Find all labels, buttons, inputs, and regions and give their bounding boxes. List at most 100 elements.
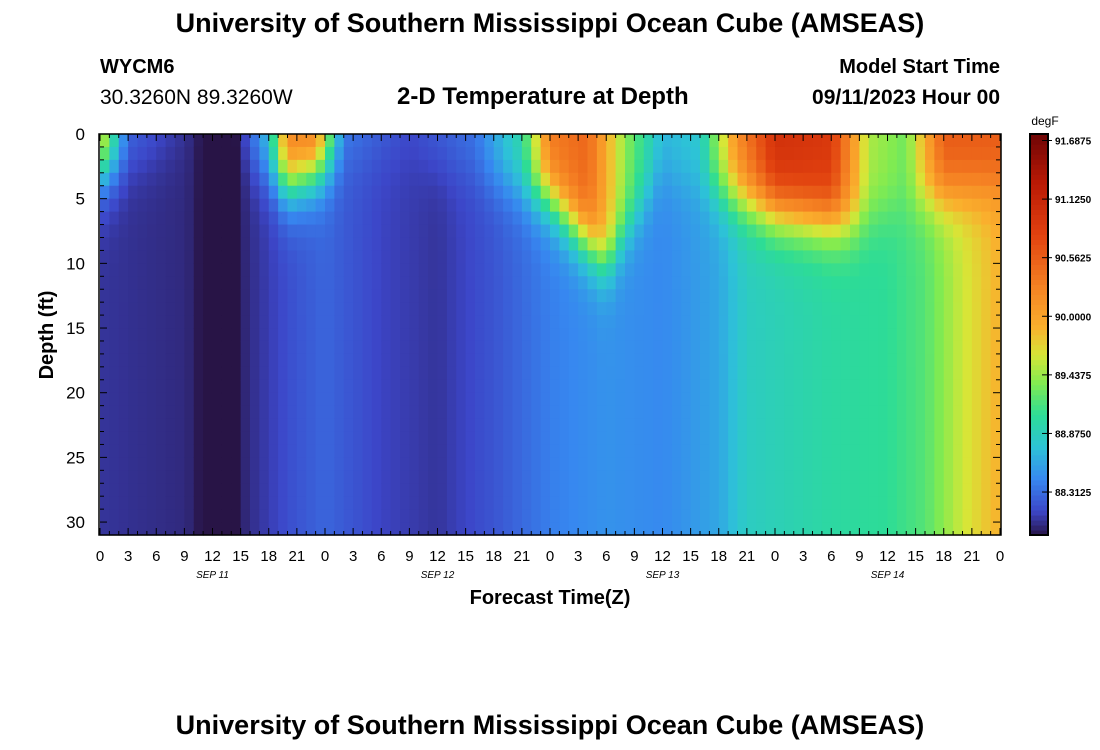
heatmap-cell (634, 211, 645, 226)
heatmap-cell (596, 185, 607, 200)
heatmap-cell (868, 315, 879, 329)
heatmap-cell (728, 457, 739, 471)
heatmap-cell (325, 509, 335, 523)
heatmap-cell (240, 198, 251, 213)
heatmap-cell (925, 237, 935, 252)
heatmap-cell (353, 198, 364, 213)
heatmap-cell (221, 276, 232, 290)
heatmap-cell (540, 328, 551, 342)
heatmap-cell (606, 172, 617, 187)
heatmap-cell (437, 340, 448, 355)
heatmap-cell (353, 418, 364, 433)
heatmap-cell (943, 328, 954, 342)
heatmap-cell (315, 250, 326, 264)
heatmap-cell (465, 315, 476, 329)
heatmap-cell (353, 289, 364, 303)
heatmap-cell (615, 509, 626, 523)
heatmap-cell (221, 470, 232, 484)
heatmap-cell (578, 431, 589, 446)
heatmap-cell (587, 146, 598, 161)
heatmap-cell (793, 302, 804, 316)
heatmap-cell (578, 146, 589, 161)
heatmap-cell (653, 250, 664, 264)
heatmap-cell (596, 315, 607, 329)
heatmap-cell (268, 185, 279, 200)
heatmap-cell (437, 483, 448, 497)
heatmap-cell (709, 211, 720, 226)
heatmap-cell (859, 263, 870, 277)
heatmap-cell (409, 405, 420, 420)
heatmap-cell (559, 522, 570, 536)
heatmap-cell (700, 302, 710, 316)
heatmap-cell (109, 302, 120, 316)
heatmap-cell (868, 483, 879, 497)
heatmap-cell (203, 483, 214, 497)
heatmap-cell (325, 315, 335, 329)
colorbar-segment (1030, 519, 1048, 526)
heatmap-cell (915, 263, 926, 277)
heatmap-cell (175, 457, 185, 471)
heatmap-cell (925, 496, 935, 510)
heatmap-cell (137, 276, 148, 290)
heatmap-cell (765, 134, 776, 148)
heatmap-cell (887, 522, 898, 536)
heatmap-cell (512, 172, 523, 187)
heatmap-cell (306, 328, 317, 342)
heatmap-cell (578, 353, 589, 368)
heatmap-cell (512, 392, 523, 407)
heatmap-cell (878, 302, 889, 316)
heatmap-cell (606, 159, 617, 174)
heatmap-cell (878, 263, 889, 277)
heatmap-cell (475, 328, 485, 342)
heatmap-cell (925, 315, 935, 329)
heatmap-cell (503, 444, 514, 458)
heatmap-cell (428, 302, 439, 316)
heatmap-cell (428, 392, 439, 407)
heatmap-cell (465, 289, 476, 303)
heatmap-cell (193, 211, 204, 226)
heatmap-cell (934, 211, 945, 226)
heatmap-cell (278, 302, 289, 316)
heatmap-cell (437, 263, 448, 277)
heatmap-cell (981, 496, 992, 510)
heatmap-cell (493, 237, 504, 252)
heatmap-cell (362, 522, 373, 536)
heatmap-cell (278, 172, 289, 187)
heatmap-cell (700, 496, 710, 510)
colorbar-segment (1030, 269, 1048, 275)
heatmap-cell (981, 509, 992, 523)
heatmap-cell (746, 146, 757, 161)
heatmap-cell (362, 250, 373, 264)
heatmap-cell (175, 185, 185, 200)
heatmap-cell (287, 379, 298, 394)
heatmap-cell (756, 522, 767, 536)
heatmap-cell (250, 431, 260, 446)
heatmap-cell (540, 496, 551, 510)
heatmap-cell (953, 431, 964, 446)
heatmap-cell (765, 379, 776, 394)
heatmap-cell (671, 405, 682, 420)
heatmap-cell (868, 340, 879, 355)
heatmap-cell (737, 276, 748, 290)
heatmap-cell (700, 328, 710, 342)
heatmap-cell (353, 211, 364, 226)
heatmap-cell (531, 315, 542, 329)
heatmap-cell (409, 289, 420, 303)
heatmap-cell (156, 159, 167, 174)
heatmap-cell (559, 496, 570, 510)
heatmap-cell (315, 211, 326, 226)
heatmap-cell (896, 250, 907, 264)
heatmap-cell (493, 457, 504, 471)
heatmap-cell (193, 392, 204, 407)
heatmap-cell (681, 289, 692, 303)
heatmap-cell (596, 146, 607, 161)
heatmap-cell (428, 146, 439, 161)
heatmap-cell (343, 379, 354, 394)
x-tick-label: 9 (630, 548, 638, 565)
heatmap-cell (493, 379, 504, 394)
heatmap-cell (259, 392, 270, 407)
heatmap-cell (418, 405, 429, 420)
heatmap-cell (381, 276, 392, 290)
heatmap-cell (240, 315, 251, 329)
heatmap-cell (784, 418, 795, 433)
